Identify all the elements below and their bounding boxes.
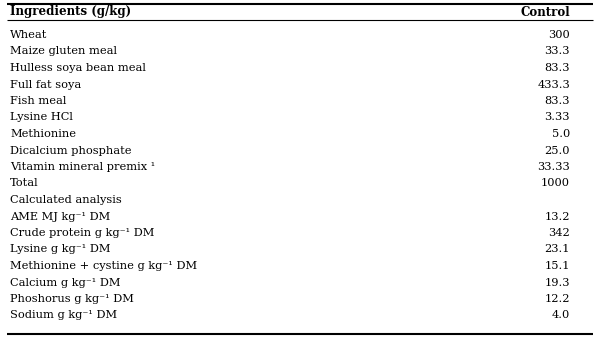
Text: 19.3: 19.3 (545, 278, 570, 287)
Text: Dicalcium phosphate: Dicalcium phosphate (10, 146, 131, 155)
Text: Ingredients (g/kg): Ingredients (g/kg) (10, 5, 131, 18)
Text: 433.3: 433.3 (537, 79, 570, 89)
Text: Calcium g kg⁻¹ DM: Calcium g kg⁻¹ DM (10, 278, 121, 287)
Text: Fish meal: Fish meal (10, 96, 67, 106)
Text: 3.33: 3.33 (545, 113, 570, 122)
Text: Vitamin mineral premix ¹: Vitamin mineral premix ¹ (10, 162, 155, 172)
Text: 1000: 1000 (541, 178, 570, 189)
Text: 33.3: 33.3 (545, 46, 570, 57)
Text: 15.1: 15.1 (545, 261, 570, 271)
Text: Maize gluten meal: Maize gluten meal (10, 46, 117, 57)
Text: 33.33: 33.33 (537, 162, 570, 172)
Text: Lysine g kg⁻¹ DM: Lysine g kg⁻¹ DM (10, 244, 110, 254)
Text: Methionine + cystine g kg⁻¹ DM: Methionine + cystine g kg⁻¹ DM (10, 261, 197, 271)
Text: 342: 342 (548, 228, 570, 238)
Text: Wheat: Wheat (10, 30, 47, 40)
Text: Full fat soya: Full fat soya (10, 79, 81, 89)
Text: 300: 300 (548, 30, 570, 40)
Text: Lysine HCl: Lysine HCl (10, 113, 73, 122)
Text: 83.3: 83.3 (545, 96, 570, 106)
Text: Phoshorus g kg⁻¹ DM: Phoshorus g kg⁻¹ DM (10, 294, 134, 304)
Text: 4.0: 4.0 (552, 311, 570, 321)
Text: Crude protein g kg⁻¹ DM: Crude protein g kg⁻¹ DM (10, 228, 154, 238)
Text: AME MJ kg⁻¹ DM: AME MJ kg⁻¹ DM (10, 211, 110, 222)
Text: 25.0: 25.0 (545, 146, 570, 155)
Text: 5.0: 5.0 (552, 129, 570, 139)
Text: 13.2: 13.2 (545, 211, 570, 222)
Text: Methionine: Methionine (10, 129, 76, 139)
Text: Total: Total (10, 178, 38, 189)
Text: Calculated analysis: Calculated analysis (10, 195, 122, 205)
Text: Hulless soya bean meal: Hulless soya bean meal (10, 63, 146, 73)
Text: 12.2: 12.2 (545, 294, 570, 304)
Text: 83.3: 83.3 (545, 63, 570, 73)
Text: 23.1: 23.1 (545, 244, 570, 254)
Text: Sodium g kg⁻¹ DM: Sodium g kg⁻¹ DM (10, 311, 117, 321)
Text: Control: Control (520, 5, 570, 18)
